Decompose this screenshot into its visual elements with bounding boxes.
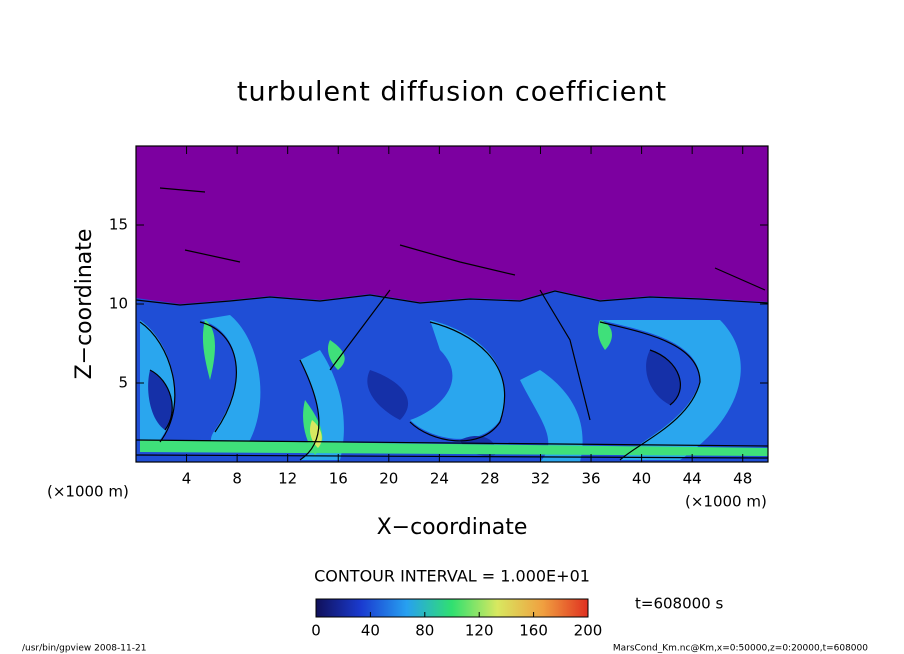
colorbar-tick-label: 120 bbox=[465, 622, 494, 640]
x-tick-label: 8 bbox=[232, 470, 242, 488]
y-axis-label: Z−coordinate bbox=[72, 229, 97, 380]
footer-right: MarsCond_Km.nc@Km,x=0:50000,z=0:20000,t=… bbox=[613, 644, 868, 654]
x-unit-label: (×1000 m) bbox=[685, 493, 767, 511]
x-tick-label: 4 bbox=[182, 470, 192, 488]
field-region bbox=[140, 320, 768, 456]
x-tick-label: 48 bbox=[733, 470, 752, 488]
colorbar-tick-label: 80 bbox=[415, 622, 434, 640]
contour-line bbox=[139, 321, 701, 461]
x-tick-label: 36 bbox=[581, 470, 600, 488]
x-tick-label: 44 bbox=[683, 470, 702, 488]
footer-left: /usr/bin/gpview 2008-11-21 bbox=[22, 644, 146, 654]
x-tick-label: 24 bbox=[430, 470, 449, 488]
x-axis-label: X−coordinate bbox=[377, 515, 528, 540]
contour-interval: CONTOUR INTERVAL = 1.000E+01 bbox=[314, 567, 590, 586]
y-unit-label: (×1000 m) bbox=[47, 483, 129, 501]
y-tick-label: 15 bbox=[109, 216, 128, 234]
colorbar-tick-label: 160 bbox=[519, 622, 548, 640]
colorbar-tick-label: 40 bbox=[361, 622, 380, 640]
colorbar-tick-label: 0 bbox=[311, 622, 321, 640]
x-tick-label: 32 bbox=[531, 470, 550, 488]
time-label: t=608000 s bbox=[635, 595, 723, 613]
x-tick-label: 16 bbox=[329, 470, 348, 488]
y-tick-label: 5 bbox=[118, 374, 128, 392]
x-tick-label: 28 bbox=[480, 470, 499, 488]
contour-line bbox=[136, 290, 768, 306]
x-tick-label: 40 bbox=[632, 470, 651, 488]
x-tick-label: 12 bbox=[278, 470, 297, 488]
y-tick-label: 10 bbox=[109, 295, 128, 313]
field-region bbox=[310, 420, 322, 448]
chart-title: turbulent diffusion coefficient bbox=[237, 77, 667, 108]
contour-line bbox=[159, 187, 766, 421]
colorbar bbox=[315, 598, 589, 618]
contour-line bbox=[136, 349, 768, 459]
field bbox=[136, 146, 768, 462]
x-tick-label: 20 bbox=[379, 470, 398, 488]
colorbar-tick-label: 200 bbox=[574, 622, 603, 640]
